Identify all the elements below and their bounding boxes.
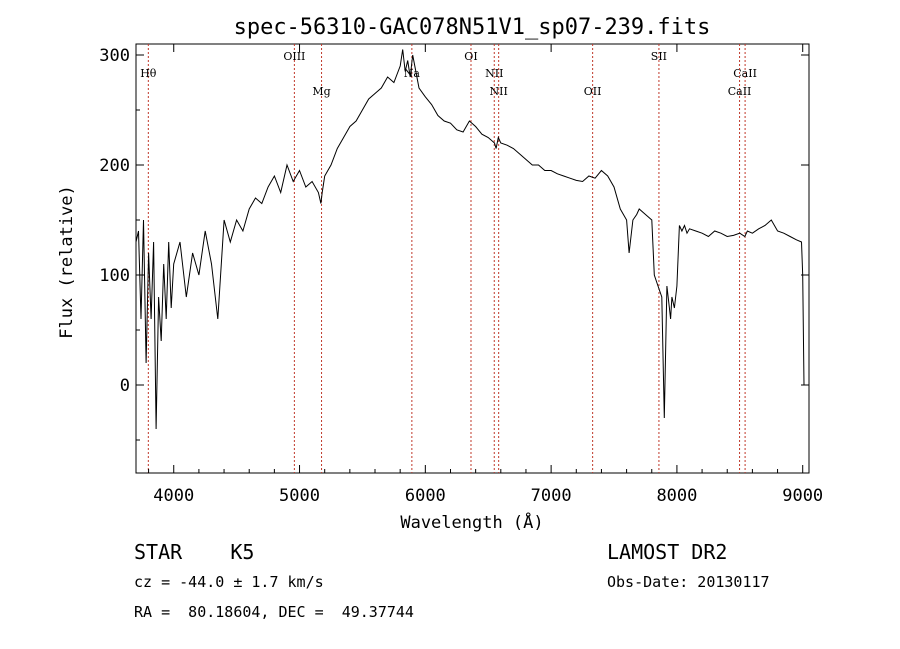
spectral-line-label: OII (584, 85, 602, 98)
redshift-velocity: cz = -44.0 ± 1.7 km/s (134, 573, 324, 591)
observation-date: Obs-Date: 20130117 (607, 573, 770, 591)
x-tick-label: 5000 (279, 486, 320, 506)
spectral-line-label: OI (464, 50, 477, 63)
plot-frame (135, 43, 810, 474)
x-tick-label: 7000 (531, 486, 572, 506)
x-axis-label: Wavelength (Å) (400, 511, 543, 533)
x-tick-label: 8000 (656, 486, 697, 506)
y-tick-label: 0 (120, 376, 130, 396)
coordinates: RA = 80.18604, DEC = 49.37744 (134, 603, 414, 621)
spectral-line-label: Hθ (140, 67, 157, 80)
spectral-line-label: CaII (733, 67, 757, 80)
spectral-line-label: OIII (283, 50, 305, 63)
spectral-line-markers: Hθ OIII Mg Na OI NII NII OII SII CaII CaII (140, 44, 757, 473)
y-tick-label: 100 (99, 266, 130, 286)
spectral-line-label: SII (651, 50, 667, 63)
axis-ticks: 4000 5000 6000 7000 8000 9000 0 100 200 300 (99, 44, 823, 506)
x-tick-label: 9000 (782, 486, 823, 506)
spectral-line-label: Na (404, 67, 421, 80)
object-class: STAR K5 (134, 540, 255, 564)
chart-title: spec-56310-GAC078N51V1_sp07-239.fits (234, 15, 711, 40)
x-tick-label: 6000 (405, 486, 446, 506)
y-axis-label: Flux (relative) (57, 185, 77, 339)
y-tick-label: 300 (99, 46, 130, 66)
spectrum-line (135, 49, 805, 430)
survey-name: LAMOST DR2 (607, 540, 728, 564)
x-tick-label: 4000 (153, 486, 194, 506)
y-tick-label: 200 (99, 156, 130, 176)
spectral-line-label: NII (485, 67, 503, 80)
spectral-line-label: CaII (728, 85, 752, 98)
spectral-line-label: Mg (312, 85, 330, 98)
spectral-line-label: NII (490, 85, 508, 98)
